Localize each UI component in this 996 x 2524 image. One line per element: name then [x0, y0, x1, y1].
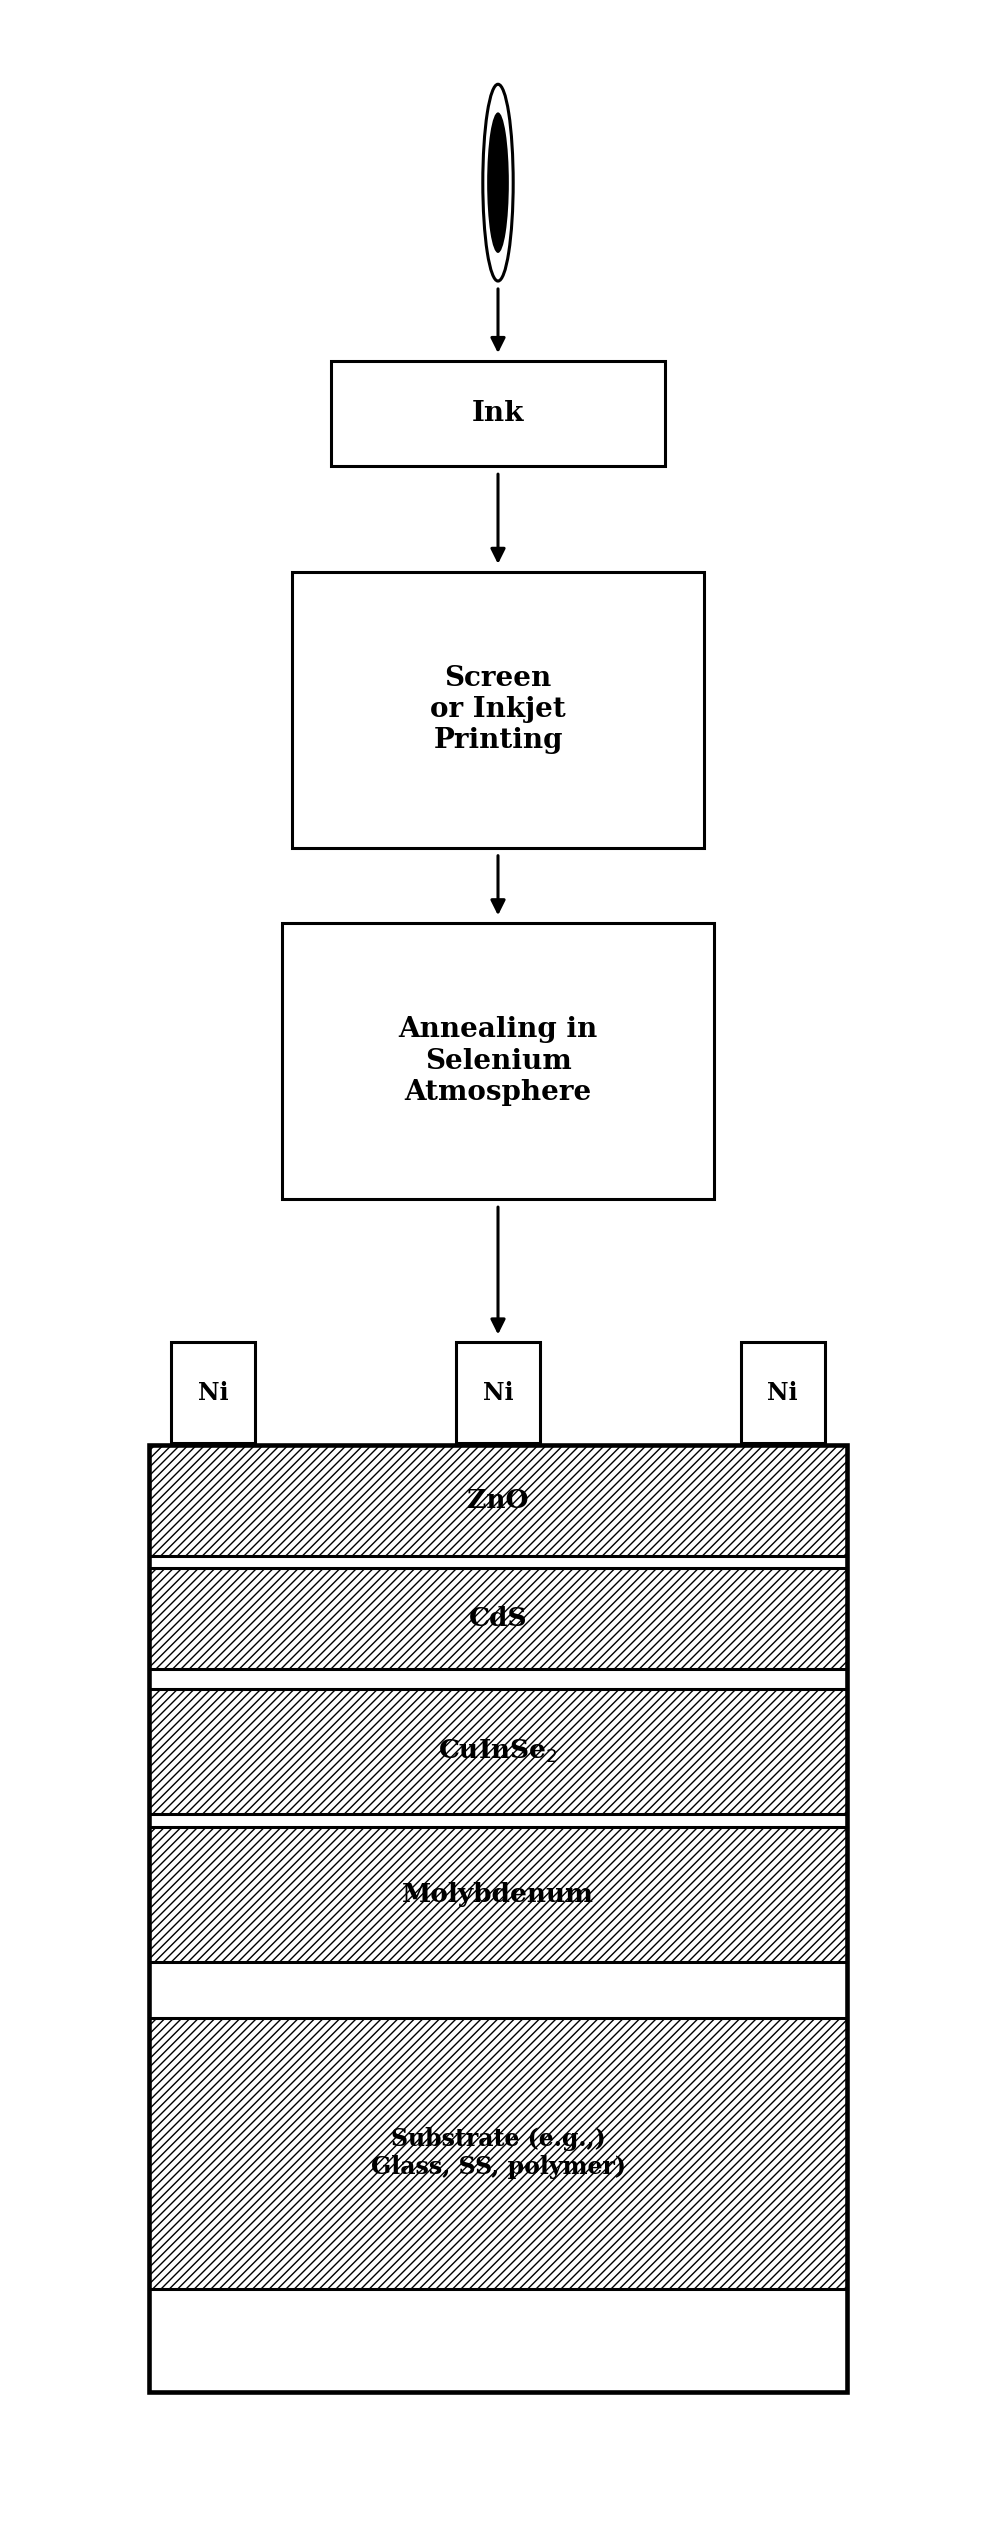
Bar	[149, 1689, 847, 1815]
Text: Molybdenum: Molybdenum	[402, 1883, 594, 1908]
Text: Screen
or Inkjet
Printing: Screen or Inkjet Printing	[430, 666, 566, 755]
Bar	[149, 1446, 847, 1555]
Bar	[149, 1827, 847, 1961]
Bar	[292, 573, 704, 848]
Ellipse shape	[483, 83, 513, 280]
Ellipse shape	[487, 114, 509, 252]
Text: Ni: Ni	[483, 1381, 513, 1403]
Bar	[331, 361, 665, 467]
Bar	[282, 924, 714, 1199]
Bar	[741, 1343, 825, 1444]
Text: ZnO: ZnO	[467, 1489, 529, 1512]
Bar	[149, 1446, 847, 2393]
Bar	[149, 2017, 847, 2289]
Text: Ni: Ni	[768, 1381, 798, 1403]
Text: CuInSe$_2$: CuInSe$_2$	[438, 1737, 558, 1764]
Bar	[171, 1343, 255, 1444]
Bar	[456, 1343, 540, 1444]
Text: Ni: Ni	[198, 1381, 228, 1403]
Text: Substrate (e.g.,)
Glass, SS, polymer): Substrate (e.g.,) Glass, SS, polymer)	[371, 2128, 625, 2178]
Bar	[149, 1567, 847, 1668]
Text: Ink: Ink	[472, 401, 524, 427]
Text: Annealing in
Selenium
Atmosphere: Annealing in Selenium Atmosphere	[398, 1017, 598, 1106]
Text: CdS: CdS	[469, 1605, 527, 1631]
